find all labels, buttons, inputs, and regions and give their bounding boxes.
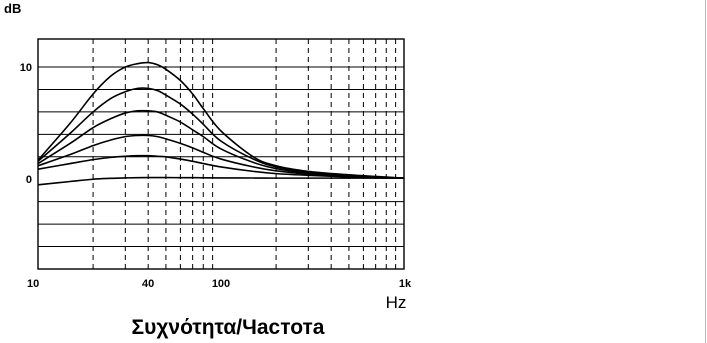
x-tick-label: 40	[142, 278, 154, 290]
y-tick-label: 0	[26, 174, 32, 186]
y-tick-label: 10	[20, 62, 32, 74]
x-unit-label: Hz	[386, 293, 407, 312]
plot-frame	[37, 38, 405, 270]
response-curve	[37, 87, 405, 179]
response-curve	[37, 134, 405, 179]
x-tick-label: 100	[212, 278, 230, 290]
x-axis-title: Συχνότητα/Частота	[132, 316, 325, 339]
y-unit-label: dB	[4, 1, 21, 16]
curves	[37, 61, 405, 186]
grid	[38, 39, 404, 269]
response-curve	[37, 176, 404, 186]
response-curve	[37, 154, 405, 179]
page-edge-rule	[705, 0, 706, 343]
response-curve	[37, 109, 405, 179]
x-tick-label: 10	[27, 278, 39, 290]
x-tick-label: 1k	[399, 278, 412, 290]
